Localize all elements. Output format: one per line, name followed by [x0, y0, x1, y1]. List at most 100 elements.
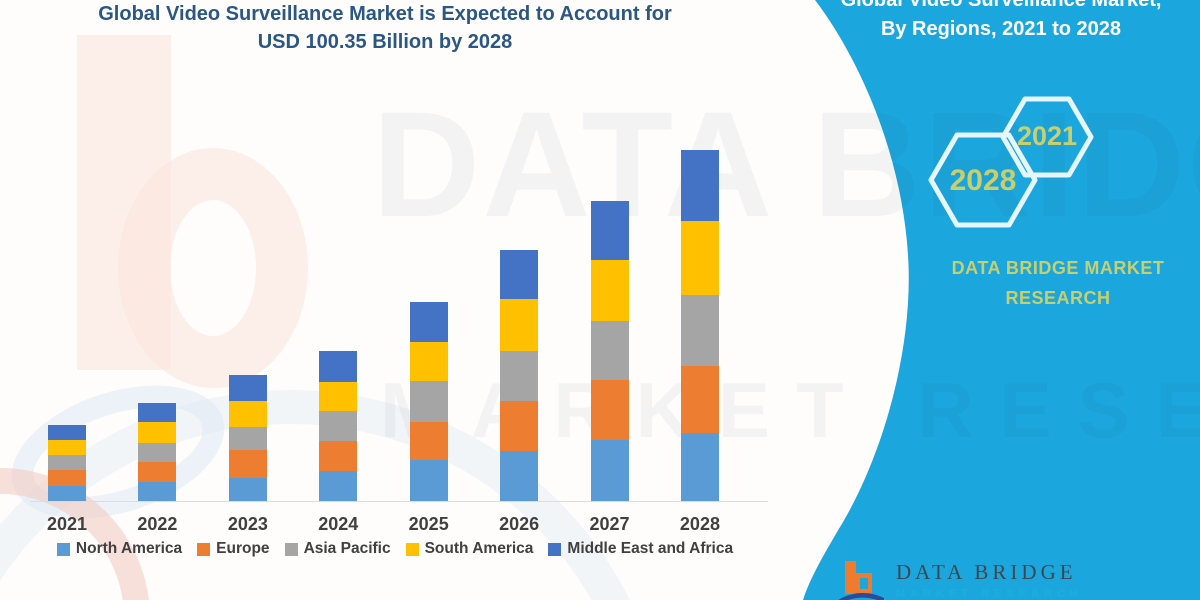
bar-segment-north-america [138, 482, 177, 501]
bar-segment-asia-pacific [319, 410, 358, 441]
bar-segment-europe [138, 462, 177, 483]
brand-name-text: DATA BRIDGE MARKET RESEARCH [938, 253, 1178, 313]
page-title-line1: Global Video Surveillance Market is Expe… [98, 3, 672, 25]
x-axis-line [30, 501, 768, 502]
legend-label: South America [424, 540, 534, 557]
bar-segment-south-america [409, 341, 448, 381]
bar-stack [409, 301, 448, 501]
bar-column-2027: 2027 [590, 200, 630, 534]
brand-name-line1: DATA BRIDGE MARKET [951, 258, 1165, 278]
hexagon-2028-label: 2028 [950, 164, 1017, 197]
legend-swatch [284, 542, 298, 556]
legend-swatch [197, 542, 211, 556]
bar-segment-asia-pacific [680, 295, 719, 367]
hexagon-badges: 2021 2028 [928, 96, 1094, 228]
bar-segment-europe [590, 379, 629, 441]
bar-segment-south-america [319, 381, 358, 411]
x-axis-label-2027: 2027 [589, 514, 630, 534]
bar-column-2022: 2022 [137, 403, 177, 534]
x-axis-label-2021: 2021 [46, 514, 88, 534]
legend-item-asia-pacific: Asia Pacific [284, 540, 391, 558]
bar-segment-europe [409, 421, 448, 461]
legend-swatch [56, 542, 70, 556]
banner-title-line1: Global Video Surveillance Market, [840, 0, 1162, 11]
footer-logo-line1: DATA BRIDGE [896, 560, 1077, 584]
bar-column-2021: 2021 [47, 424, 87, 534]
bar-column-2024: 2024 [318, 350, 358, 534]
bar-stack [48, 424, 86, 501]
x-axis-label-2024: 2024 [318, 514, 359, 534]
bar-segment-asia-pacific [500, 350, 539, 401]
page-title-line2: USD 100.35 Billion by 2028 [257, 31, 513, 53]
legend-item-middle-east-and-africa: Middle East and Africa [548, 540, 733, 558]
bar-segment-south-america [590, 259, 629, 321]
bar-segment-europe [319, 440, 358, 471]
bar-segment-asia-pacific [48, 454, 86, 470]
bar-column-2028: 2028 [680, 149, 720, 534]
bar-stack [228, 375, 267, 501]
bar-segment-asia-pacific [409, 380, 448, 422]
legend-label: Middle East and Africa [567, 540, 734, 557]
x-axis-label-2023: 2023 [227, 514, 268, 534]
x-axis-label-2026: 2026 [499, 514, 540, 534]
bar-stack [590, 200, 629, 501]
bar-segment-north-america [228, 477, 267, 501]
bar-column-2026: 2026 [499, 249, 539, 534]
bar-stack [319, 350, 358, 501]
chart-legend: North America Europe Asia Pacific South Ame… [20, 540, 770, 558]
bar-segment-south-america [680, 220, 719, 296]
bar-segment-middle-east-and-africa [228, 375, 267, 401]
x-axis-label-2025: 2025 [408, 514, 449, 534]
bar-segment-middle-east-and-africa [680, 149, 719, 221]
legend-label: North America [75, 540, 183, 557]
hexagon-2028: 2028 [928, 132, 1038, 228]
bar-segment-middle-east-and-africa [500, 249, 539, 299]
bar-segment-middle-east-and-africa [409, 301, 448, 342]
bar-segment-north-america [409, 460, 448, 501]
bar-segment-middle-east-and-africa [319, 350, 358, 382]
bar-segment-europe [500, 400, 539, 451]
footer-logo: DATA BRIDGE MARKET RESEARCH [838, 560, 1083, 600]
page-title: Global Video Surveillance Market is Expe… [30, 0, 740, 56]
bar-segment-europe [680, 366, 719, 434]
bar-segment-asia-pacific [228, 426, 267, 450]
legend-label: Europe [216, 540, 270, 557]
banner-title: Global Video Surveillance Market, By Reg… [828, 0, 1174, 44]
legend-item-north-america: North America [56, 540, 183, 558]
bar-segment-europe [228, 449, 267, 478]
bar-segment-north-america [680, 433, 719, 501]
bar-segment-middle-east-and-africa [590, 200, 629, 260]
bar-segment-north-america [500, 450, 539, 501]
bar-column-2023: 2023 [228, 375, 268, 534]
legend-label: Asia Pacific [303, 540, 391, 557]
bar-stack [680, 149, 719, 501]
footer-logo-text: DATA BRIDGE MARKET RESEARCH [896, 560, 1083, 600]
bar-segment-middle-east-and-africa [48, 424, 86, 440]
bar-stack [500, 249, 539, 501]
x-axis-label-2028: 2028 [679, 514, 720, 534]
banner-title-line2: By Regions, 2021 to 2028 [880, 18, 1122, 40]
legend-swatch [405, 542, 419, 556]
brand-name-line2: RESEARCH [1005, 288, 1111, 308]
bar-segment-north-america [319, 470, 358, 501]
bar-segment-south-america [48, 439, 86, 455]
bar-segment-south-america [500, 298, 539, 351]
footer-logo-line2: MARKET RESEARCH [896, 588, 1083, 600]
hexagon-2021-label: 2021 [1017, 121, 1077, 151]
bar-segment-north-america [590, 440, 629, 501]
bar-segment-middle-east-and-africa [138, 403, 177, 423]
bar-segment-asia-pacific [138, 443, 177, 463]
legend-item-europe: Europe [197, 540, 270, 558]
bar-segment-north-america [48, 485, 86, 501]
legend-item-south-america: South America [405, 540, 534, 558]
x-axis-label-2022: 2022 [137, 514, 178, 534]
legend-swatch [548, 542, 562, 556]
bars-area: 2021 2022 2023 2024 2025 2026 2027 2028 [47, 149, 720, 534]
bar-segment-asia-pacific [590, 320, 629, 380]
bar-segment-south-america [138, 422, 177, 444]
bar-stack [138, 403, 177, 501]
hexagon-2021: 2021 [1000, 96, 1094, 178]
